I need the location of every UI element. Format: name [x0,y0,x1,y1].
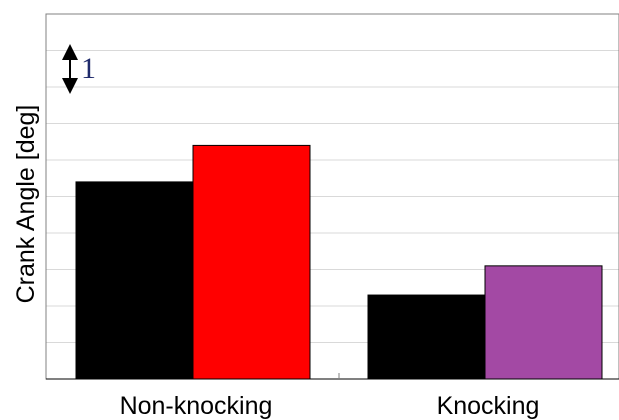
bar-knocking-1 [367,294,486,380]
scale-indicator: 1 [62,44,96,94]
bars [75,144,603,380]
x-tick-label-non-knocking: Non-knocking [120,392,273,420]
bar-non-knocking-2 [192,144,311,380]
bar-non-knocking-1 [75,181,194,380]
scale-label: 1 [81,52,96,85]
x-tick-label-knocking: Knocking [437,392,540,420]
y-axis-title: Crank Angle [deg] [12,105,40,304]
bar-knocking-2 [484,265,603,380]
